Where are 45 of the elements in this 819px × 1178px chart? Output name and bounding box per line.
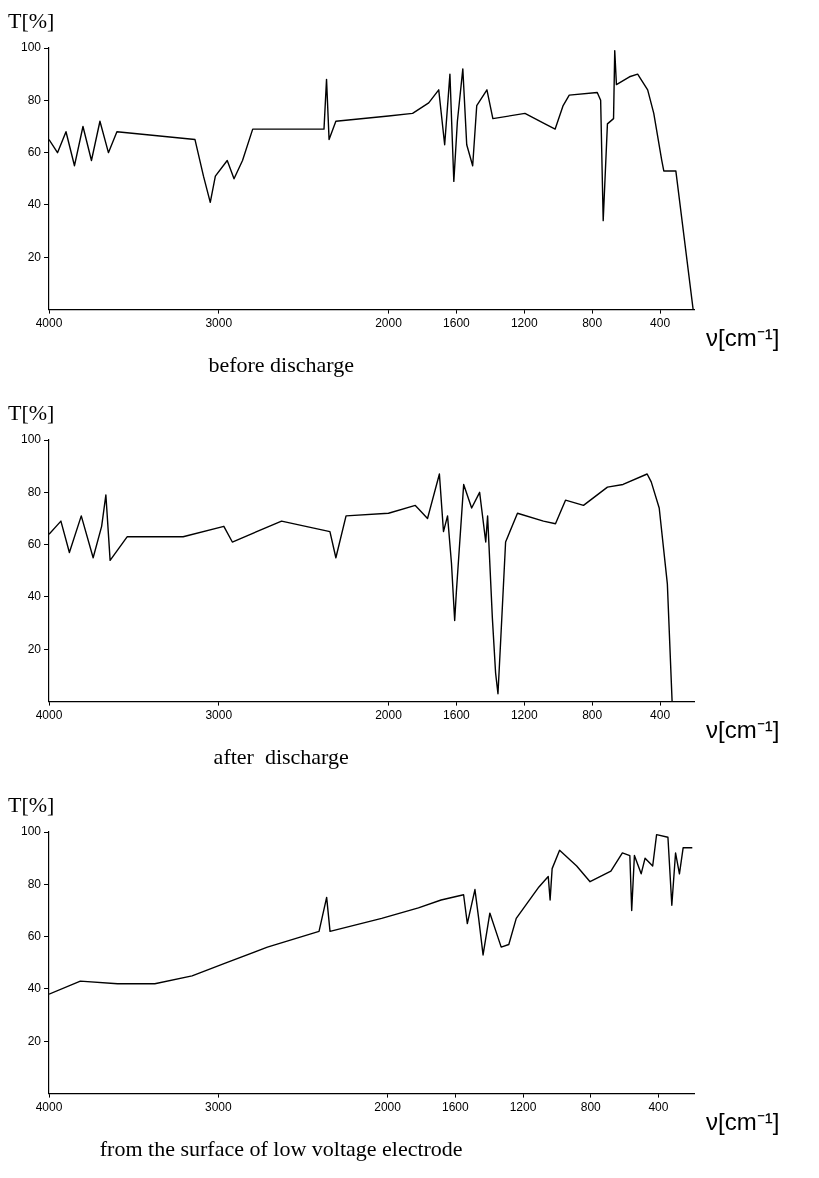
- x-tick-label: 800: [580, 1100, 602, 1115]
- text: from the surface of low voltage electrode: [99, 1135, 463, 1161]
- x-tick-label: 1600: [441, 1100, 469, 1115]
- y-tick-label: 40: [27, 197, 42, 212]
- text: after discharge: [213, 743, 349, 769]
- y-tick-label: 20: [27, 1033, 42, 1048]
- y-tick-label: 40: [27, 981, 42, 996]
- y-tick-label: 100: [20, 824, 42, 839]
- x-axis-title: ν[cm⁻¹]: [706, 323, 780, 351]
- y-axis-title: T[%]: [8, 400, 55, 425]
- x-axis-title: ν[cm⁻¹]: [706, 1107, 780, 1135]
- x-tick-label: 1200: [510, 316, 538, 331]
- x-tick-label: 800: [582, 316, 603, 331]
- x-tick-label: 4000: [35, 316, 63, 331]
- x-tick-label: 1600: [443, 708, 471, 723]
- text: before discharge: [208, 351, 354, 377]
- x-tick-label: 800: [582, 708, 603, 723]
- y-tick-label: 60: [27, 536, 42, 551]
- y-tick-label: 20: [27, 249, 42, 264]
- y-tick-label: 40: [27, 589, 42, 604]
- x-tick-label: 400: [650, 316, 671, 331]
- x-tick-label: 400: [650, 708, 671, 723]
- y-axis-title: T[%]: [8, 792, 55, 817]
- y-tick-label: 60: [27, 144, 42, 159]
- x-axis-title: ν[cm⁻¹]: [706, 715, 780, 743]
- x-tick-label: 3000: [204, 1100, 232, 1115]
- y-axis-title: T[%]: [8, 8, 55, 33]
- y-tick-label: 100: [20, 40, 42, 55]
- x-tick-label: 2000: [375, 316, 403, 331]
- y-tick-label: 60: [27, 928, 42, 943]
- x-tick-label: 2000: [374, 1100, 402, 1115]
- x-tick-label: 3000: [205, 316, 233, 331]
- y-tick-label: 20: [27, 641, 42, 656]
- x-tick-label: 1200: [509, 1100, 537, 1115]
- y-tick-label: 100: [20, 432, 42, 447]
- x-tick-label: 400: [648, 1100, 669, 1115]
- x-tick-label: 2000: [375, 708, 403, 723]
- x-tick-label: 4000: [35, 1100, 63, 1115]
- x-tick-label: 1200: [510, 708, 538, 723]
- x-tick-label: 1600: [443, 316, 471, 331]
- x-tick-label: 4000: [35, 708, 63, 723]
- y-tick-label: 80: [27, 484, 42, 499]
- y-tick-label: 80: [27, 876, 42, 891]
- y-tick-label: 80: [27, 92, 42, 107]
- x-tick-label: 3000: [205, 708, 233, 723]
